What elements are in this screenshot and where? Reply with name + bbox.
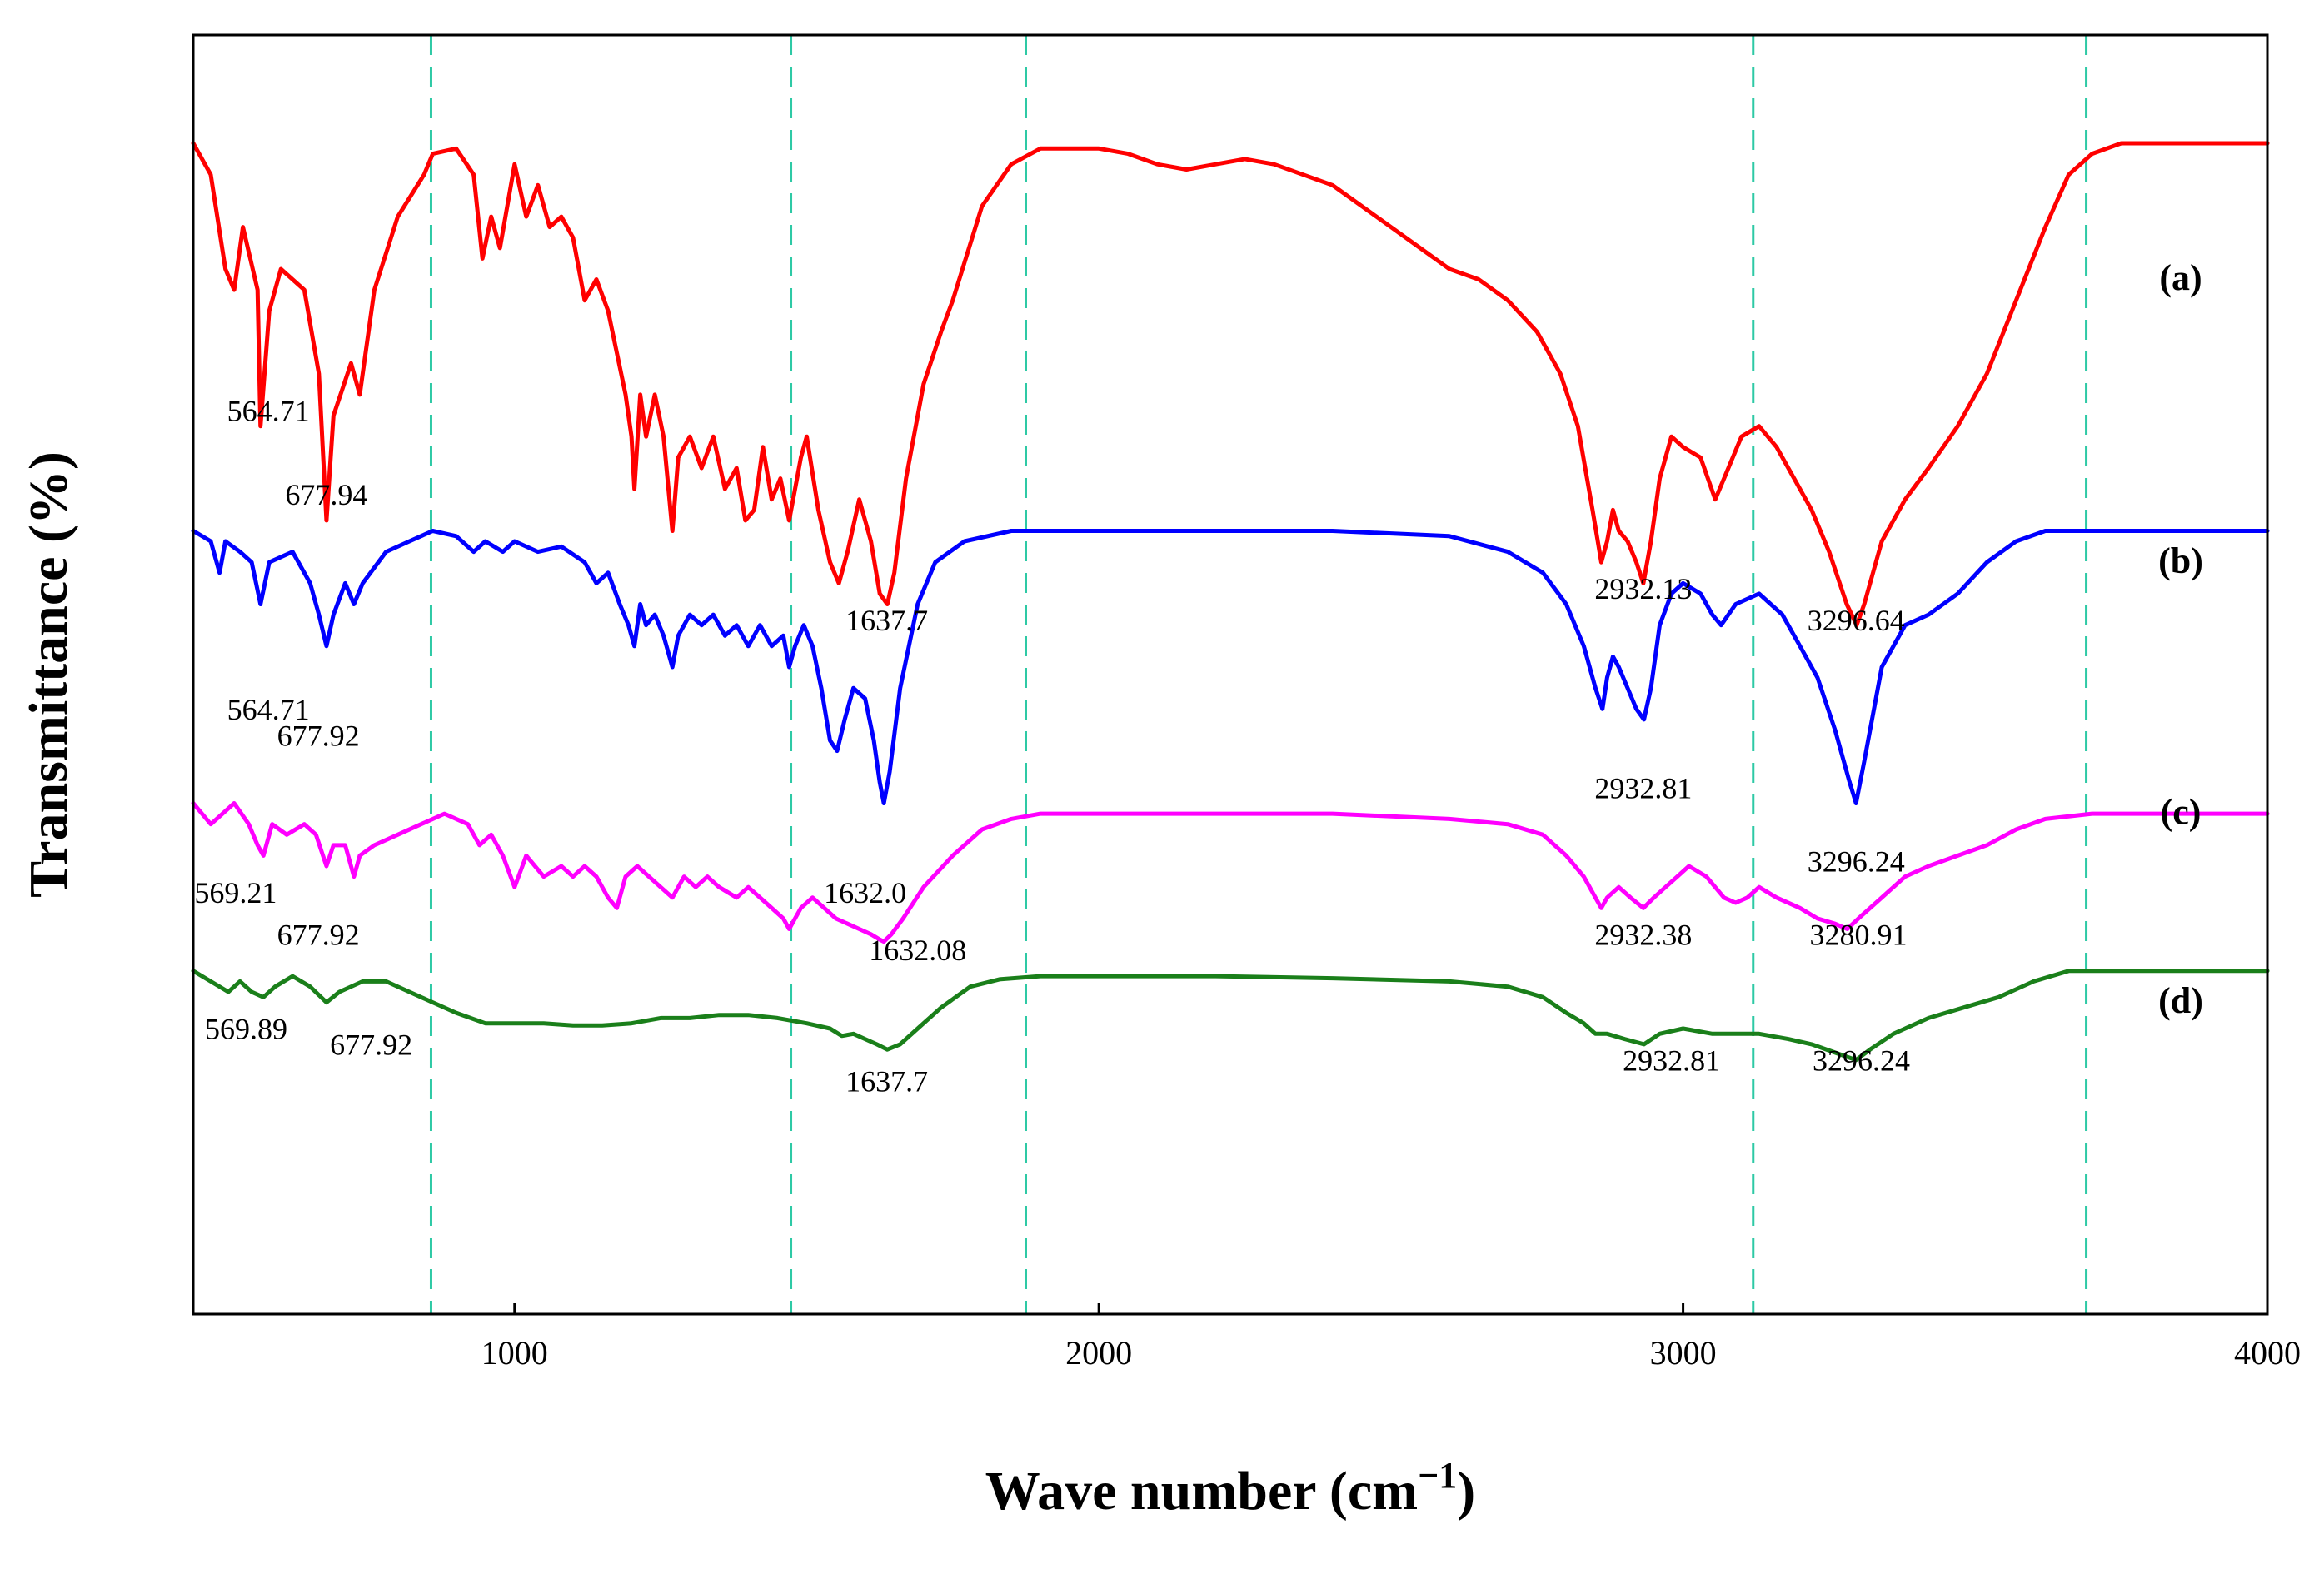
peak-label: 1637.7: [845, 1064, 928, 1098]
series-label-d: (d): [2158, 980, 2203, 1021]
peak-label: 2932.38: [1594, 918, 1692, 951]
series-line-b: [191, 529, 2270, 805]
peak-label: 569.89: [205, 1013, 287, 1046]
series-label-a: (a): [2159, 257, 2202, 298]
x-tick-label: 4000: [2234, 1334, 2301, 1372]
series-label-c: (c): [2161, 792, 2202, 833]
plot-area-frame: [192, 33, 2269, 1316]
x-tick-label: 2000: [1065, 1334, 1132, 1372]
x-axis-ticks: 1000 2000 3000 4000: [481, 1303, 2301, 1372]
spectra-lines: [191, 141, 2270, 1063]
peak-label: 2932.13: [1594, 572, 1692, 605]
reference-lines: [429, 35, 2088, 1314]
x-axis-title: Wave number (cm−1): [985, 1455, 1475, 1522]
series-line-c: [191, 801, 2270, 944]
peak-annotations: 564.71677.941637.72932.133296.64564.7167…: [194, 394, 1910, 1098]
peak-label: 3296.24: [1813, 1044, 1910, 1077]
peak-label: 1632.08: [869, 934, 966, 967]
peak-label: 677.92: [330, 1028, 412, 1061]
peak-label: 677.92: [277, 918, 360, 951]
peak-label: 1637.7: [845, 604, 928, 637]
peak-label: 2932.81: [1623, 1044, 1720, 1077]
peak-label: 677.94: [285, 478, 367, 511]
series-labels: (a) (b) (c) (d): [2158, 257, 2203, 1021]
peak-label: 569.21: [194, 876, 277, 909]
peak-label: 3296.24: [1808, 844, 1905, 878]
x-tick-label: 1000: [481, 1334, 548, 1372]
peak-label: 3296.64: [1808, 604, 1905, 637]
peak-label: 564.71: [227, 693, 310, 726]
y-axis-title: Transmittance (%): [18, 451, 79, 898]
peak-label: 1632.0: [824, 876, 906, 909]
peak-label: 3280.91: [1810, 918, 1908, 951]
series-label-b: (b): [2158, 540, 2203, 581]
x-tick-label: 3000: [1650, 1334, 1717, 1372]
peak-label: 564.71: [227, 394, 310, 427]
series-line-d: [191, 969, 2270, 1063]
series-line-a: [191, 141, 2270, 628]
peak-label: 2932.81: [1594, 771, 1692, 804]
peak-label: 677.92: [277, 719, 360, 752]
